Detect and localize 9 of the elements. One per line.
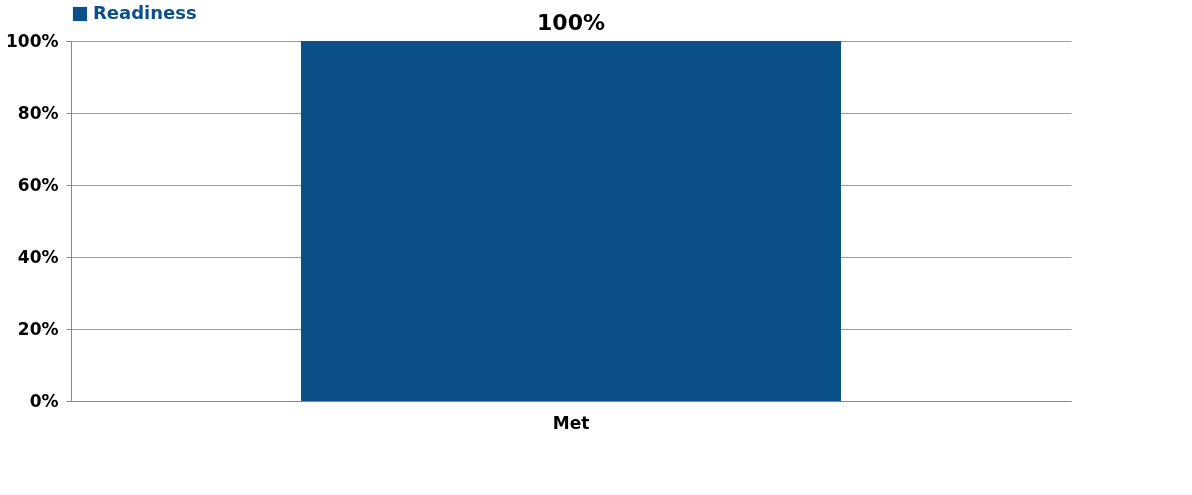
y-tick-label: 40% [17, 246, 59, 267]
x-tick-label: Met [552, 412, 590, 433]
y-tick-label: 0% [29, 390, 59, 411]
y-tick-label: 80% [17, 102, 59, 123]
y-tick-label: 20% [17, 318, 59, 339]
y-tick-label: 100% [5, 30, 59, 51]
legend-label: Readiness [93, 2, 197, 23]
text: 100% [537, 10, 605, 35]
y-tick-label: 60% [17, 174, 59, 195]
